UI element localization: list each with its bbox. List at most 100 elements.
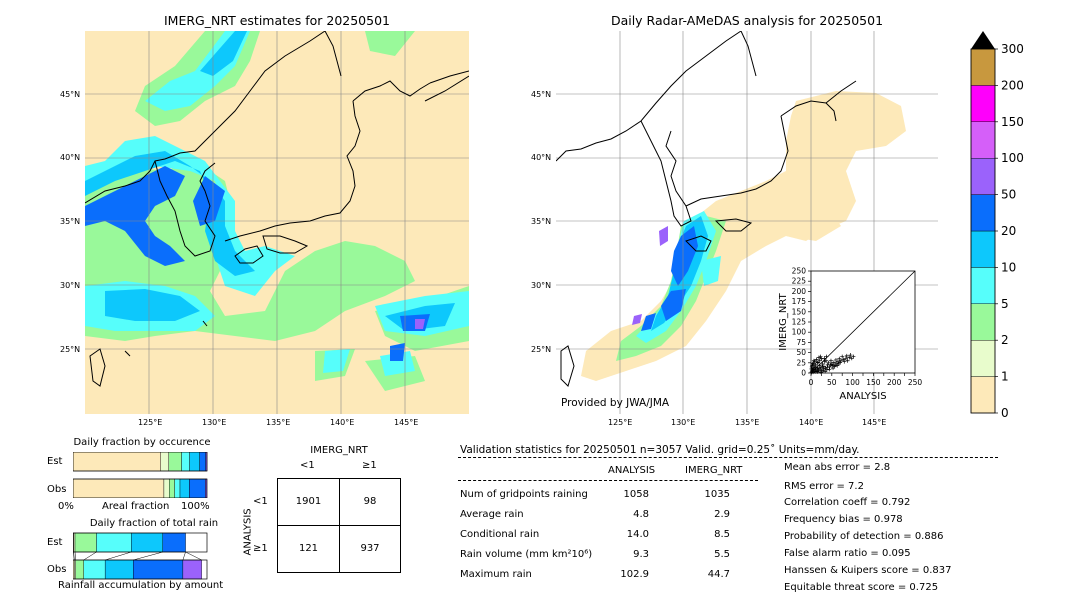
scatter-point — [820, 362, 825, 367]
colorbar-label: 0 — [1001, 406, 1009, 418]
scatter-point — [828, 358, 833, 363]
colorbar-segment — [970, 376, 996, 414]
contingency-col-lt: <1 — [300, 460, 315, 471]
scatter-xtick-label: 200 — [887, 378, 902, 387]
validation-divider-mid — [458, 480, 758, 481]
score-far: False alarm ratio = 0.095 — [784, 548, 911, 559]
validation-col-analysis: ANALYSIS — [608, 465, 656, 476]
right-map — [556, 31, 938, 414]
total-rain-title: Daily fraction of total rain — [89, 518, 219, 529]
scatter-point — [851, 354, 856, 359]
scatter-point — [831, 360, 836, 365]
contingency-col-ge: ≥1 — [362, 460, 377, 471]
fraction-bar-segment — [73, 452, 161, 472]
stat-analysis-maximum: 102.9 — [620, 569, 649, 580]
scatter-ytick-label: 0 — [801, 369, 806, 378]
scatter-point — [823, 369, 828, 374]
contingency-cell-hit-none: 1901 — [295, 496, 322, 507]
score-pod: Probability of detection = 0.886 — [784, 531, 944, 542]
fraction-connector — [74, 551, 76, 561]
occurrence-title: Daily fraction by occurence — [73, 437, 211, 448]
stat-label-gridpoints: Num of gridpoints raining — [460, 489, 588, 500]
contingency-title: IMERG_NRT — [310, 445, 368, 456]
scatter-point — [818, 354, 823, 359]
scatter-point — [815, 360, 820, 365]
left-map-grid — [85, 31, 469, 414]
left-lon-140: 140°E — [330, 418, 355, 427]
colorbar-label: 300 — [1001, 42, 1024, 56]
colorbar-extend-triangle — [971, 31, 995, 49]
scatter-ytick-label: 100 — [792, 328, 807, 337]
contingency-grid: 1901 98 121 937 — [277, 478, 401, 573]
right-precip-blue — [641, 226, 698, 331]
total-rain-bars — [73, 532, 208, 580]
stat-imerg-volume: 5.5 — [714, 549, 730, 560]
fraction-connector — [185, 551, 202, 561]
scatter-point — [848, 353, 853, 358]
scatter-point — [819, 356, 824, 361]
colorbar-segment — [970, 121, 996, 159]
stat-analysis-conditional: 14.0 — [626, 529, 649, 540]
scatter-point — [837, 356, 842, 361]
left-lon-125: 125°E — [138, 418, 163, 427]
right-lat-40: 40°N — [531, 153, 552, 162]
scatter-plot: 0 50 100 150 200 250 025507510012515017520022… — [778, 267, 923, 403]
contingency-cell-hit: 937 — [360, 543, 380, 554]
scatter-xtick-label: 250 — [908, 378, 923, 387]
colorbar-label: 20 — [1001, 224, 1016, 238]
fraction-bar-segment — [168, 452, 182, 472]
fraction-bar-segment — [163, 478, 170, 498]
fraction-bar-outline — [73, 452, 208, 472]
right-lon-130: 130°E — [671, 418, 696, 427]
scatter-xlabel: ANALYSIS — [839, 391, 886, 402]
stat-label-maximum: Maximum rain — [460, 569, 532, 580]
colorbar-label: 150 — [1001, 115, 1024, 129]
right-precip-purple — [632, 226, 668, 325]
fraction-connector — [133, 551, 163, 561]
scatter-xtick-label: 0 — [809, 378, 814, 387]
scatter-point — [822, 356, 827, 361]
left-lat-35: 35°N — [60, 217, 81, 226]
scatter-point — [809, 366, 814, 371]
contingency-side-label: ANALYSIS — [242, 508, 254, 556]
stat-imerg-conditional: 8.5 — [714, 529, 730, 540]
right-lat-35: 35°N — [531, 217, 552, 226]
colorbar: 0 1 2 5 10 20 50 100 150 200 300 — [970, 31, 1024, 418]
contingency-cell-false-alarm: 98 — [363, 496, 377, 507]
fraction-connector — [83, 551, 97, 561]
stat-label-volume: Rain volume (mm km²10⁶) — [460, 549, 593, 560]
scatter-point — [830, 363, 835, 368]
total-rain-xlabel: Rainfall accumulation by amount — [58, 580, 224, 591]
left-lon-145: 145°E — [394, 418, 419, 427]
scatter-point — [838, 358, 843, 363]
scatter-point — [840, 354, 845, 359]
scatter-point — [810, 362, 815, 367]
right-lon-135: 135°E — [735, 418, 760, 427]
scatter-ytick-label: 200 — [792, 287, 807, 296]
score-frequency-bias: Frequency bias = 0.978 — [784, 514, 903, 525]
scatter-point — [827, 364, 832, 369]
occurrence-xlabel-mid: Areal fraction — [102, 501, 170, 512]
scatter-point — [811, 367, 816, 372]
scatter-xtick-label: 100 — [845, 378, 860, 387]
fraction-bar-segment — [174, 478, 181, 498]
fraction-bar-segment — [199, 452, 206, 472]
scatter-point — [813, 362, 818, 367]
left-map — [85, 31, 469, 414]
scatter-xtick-label: 150 — [866, 378, 881, 387]
colorbar-label: 1 — [1001, 370, 1009, 384]
fraction-bar-outline — [73, 559, 208, 580]
scatter-point — [836, 359, 841, 364]
total-rain-label-obs: Obs — [47, 564, 67, 575]
fraction-bar-segment — [73, 532, 76, 553]
score-mae: Mean abs error = 2.8 — [784, 462, 891, 473]
contingency-row-lt: <1 — [253, 496, 268, 507]
right-map-title: Daily Radar-AMeDAS analysis for 20250501 — [610, 13, 884, 28]
scatter-ytick-label: 75 — [796, 338, 806, 347]
validation-header: Validation statistics for 20250501 n=305… — [460, 444, 860, 456]
colorbar-segment — [970, 194, 996, 232]
scatter-point — [842, 359, 847, 364]
score-ets: Equitable threat score = 0.725 — [784, 582, 939, 593]
left-lat-45: 45°N — [60, 90, 81, 99]
right-lat-25: 25°N — [531, 345, 552, 354]
